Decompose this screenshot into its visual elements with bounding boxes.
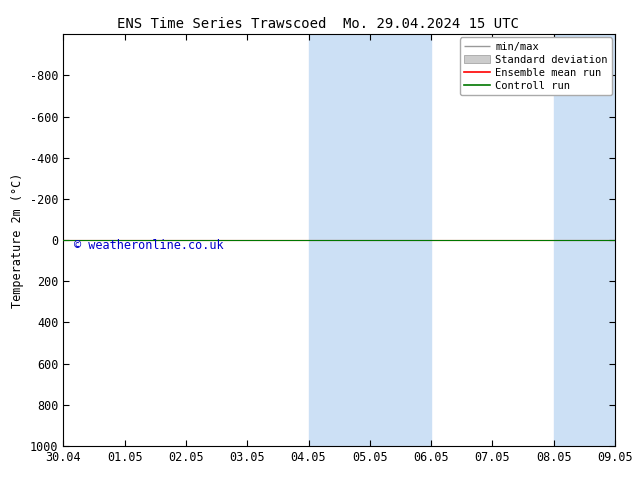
- Text: © weatheronline.co.uk: © weatheronline.co.uk: [74, 239, 224, 252]
- Bar: [309, 34, 370, 446]
- Legend: min/max, Standard deviation, Ensemble mean run, Controll run: min/max, Standard deviation, Ensemble me…: [460, 37, 612, 95]
- Text: ENS Time Series Trawscoed: ENS Time Series Trawscoed: [117, 17, 327, 31]
- Bar: [553, 34, 615, 446]
- Y-axis label: Temperature 2m (°C): Temperature 2m (°C): [11, 172, 25, 308]
- Text: Mo. 29.04.2024 15 UTC: Mo. 29.04.2024 15 UTC: [343, 17, 519, 31]
- Bar: [370, 34, 431, 446]
